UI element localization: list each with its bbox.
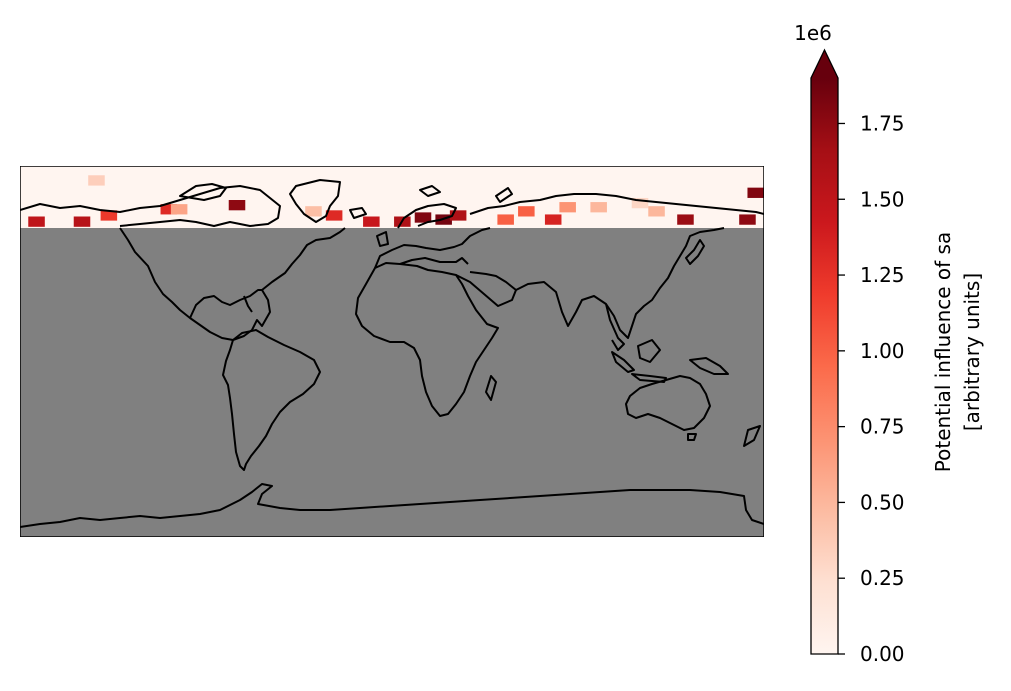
masked-region (20, 228, 764, 537)
coastline-africa (355, 262, 499, 417)
colorbar-body (811, 78, 838, 654)
coastline-siberia (469, 193, 764, 215)
heatmap-cell (228, 200, 246, 211)
coastline-canadian-islands (179, 183, 227, 201)
heatmap-cell (449, 210, 467, 221)
colorbar: 0.00 0.25 0.50 0.75 1.00 1.25 1.50 1.75 1e6 Pot… (794, 21, 984, 666)
heatmap-cell (88, 175, 105, 186)
heatmap-cell (305, 206, 322, 217)
coastline-arabia (455, 271, 517, 307)
coastline-sumatra (611, 351, 635, 373)
colorbar-tick-label: 1.25 (860, 263, 905, 287)
coastline-tasmania (687, 433, 697, 441)
heatmap-cell (73, 216, 91, 227)
coastline-arctic-canada (20, 185, 281, 227)
coastline-new-zealand (743, 425, 761, 447)
colorbar-tick-label: 0.75 (860, 415, 905, 439)
colorbar-tick-label: 1.50 (860, 187, 905, 211)
map-axes (20, 166, 764, 537)
heatmap-cell (559, 202, 576, 213)
heatmap-cell (363, 216, 380, 227)
coastline-gulf-mexico (189, 289, 262, 319)
colorbar-ticks: 0.00 0.25 0.50 0.75 1.00 1.25 1.50 1.75 (838, 111, 905, 666)
coastline-mediterranean (399, 257, 469, 265)
heatmap-cell (544, 214, 562, 225)
colorbar-outline (810, 48, 839, 655)
coastline-iceland (349, 207, 367, 219)
coastline-japan (685, 239, 705, 265)
coastline-madagascar (485, 375, 497, 401)
coastline-novaya-zemlya (495, 187, 513, 203)
heatmap-cell (100, 210, 118, 221)
colorbar-tick-label: 1.00 (860, 339, 905, 363)
coastline-south-asia (515, 227, 725, 339)
heatmap-cell (677, 214, 694, 225)
coastline-svalbard (419, 185, 441, 197)
heatmap-cell (648, 206, 665, 217)
heatmap-cell (414, 212, 432, 223)
heatmap-cell (590, 202, 607, 213)
heatmap-cell (325, 210, 343, 221)
heatmap-cell (497, 214, 514, 225)
coastline-florida (243, 295, 253, 313)
coastline-new-guinea (689, 357, 729, 375)
heatmap-cell (170, 204, 188, 215)
coastline-australia (625, 375, 711, 431)
heatmap-cell (739, 214, 756, 225)
heatmap-cell (160, 204, 178, 215)
coastlines (20, 179, 764, 528)
colorbar-label-line1: Potential influence of sa (931, 232, 955, 472)
colorbar-tick-label: 0.50 (860, 490, 905, 514)
coastline-britain (376, 231, 389, 247)
colorbar-tick-label: 0.25 (860, 566, 905, 590)
colorbar-extend-arrow (811, 50, 838, 78)
coastline-antarctica (20, 483, 764, 528)
heatmap-cell (28, 216, 45, 227)
colorbar-tick-label: 1.75 (860, 111, 905, 135)
coastline-scandinavia (397, 203, 457, 229)
coastline-europe (374, 227, 491, 269)
coastline-borneo (637, 339, 661, 363)
colorbar-offset-text: 1e6 (794, 21, 832, 45)
colorbar-label-line2: [arbitrary units] (960, 273, 984, 431)
heatmap-cell (518, 206, 535, 217)
heatmap-cell (631, 197, 649, 209)
heatmap-cell (747, 187, 764, 198)
coastline-southeast-asia (605, 303, 625, 351)
coastline-greenland (289, 179, 341, 223)
colorbar-tick-label: 0.00 (860, 642, 905, 666)
map-data-background (20, 166, 764, 228)
coastline-south-america (222, 329, 321, 471)
